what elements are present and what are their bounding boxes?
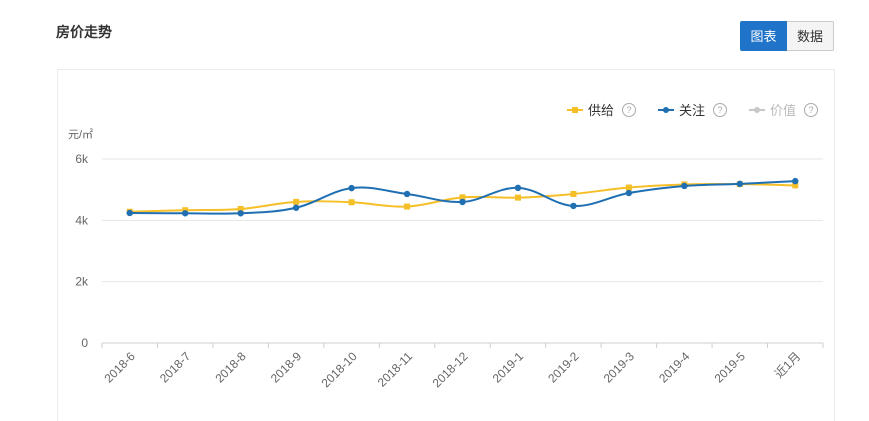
x-tick-label: 2019-4	[656, 349, 693, 386]
data-point-square	[404, 203, 411, 210]
y-tick-label: 0	[81, 336, 88, 350]
data-point-circle	[625, 189, 633, 197]
x-tick-label: 2018-8	[212, 349, 249, 386]
legend-item-supply[interactable]: 供给 ?	[567, 100, 637, 119]
data-point-circle	[181, 210, 189, 217]
data-point-square	[459, 194, 466, 201]
x-tick-label: 2018-7	[157, 349, 194, 386]
data-point-circle	[681, 182, 688, 190]
data-point-circle	[514, 184, 522, 192]
data-point-circle	[570, 202, 577, 210]
data-point-circle	[237, 210, 244, 217]
x-tick-label: 2018-11	[375, 349, 416, 390]
x-tick-label: 2019-3	[601, 349, 638, 386]
chart-legend: 供给 ? 关注 ? 价值 ?	[567, 100, 840, 119]
x-tick-label: 2019-2	[545, 349, 582, 386]
x-tick-label: 2018-12	[430, 349, 471, 390]
data-point-circle	[736, 180, 744, 188]
data-point-square	[625, 184, 632, 191]
data-point-square	[792, 182, 799, 189]
data-point-circle	[792, 177, 799, 185]
data-point-square	[293, 198, 300, 205]
data-point-square	[237, 205, 244, 212]
x-tick-label: 2018-6	[102, 349, 139, 386]
legend-label-attention: 关注	[679, 103, 706, 118]
y-tick-label: 4k	[75, 213, 89, 227]
attention-marker-icon	[658, 105, 675, 115]
data-view-button[interactable]: 数据	[787, 21, 834, 51]
y-tick-label: 2k	[75, 275, 89, 289]
data-point-square	[514, 194, 521, 201]
value-marker-icon	[749, 105, 766, 115]
legend-item-attention[interactable]: 关注 ?	[658, 100, 728, 119]
page-title: 房价走势	[56, 24, 112, 40]
help-icon[interactable]: ?	[804, 102, 819, 117]
x-tick-label: 2018-10	[319, 349, 360, 390]
x-tick-label: 2019-1	[490, 349, 527, 386]
view-toggle: 图表 数据	[740, 21, 834, 51]
y-tick-label: 6k	[75, 152, 89, 166]
x-tick-label: 近1月	[772, 349, 804, 381]
legend-item-value[interactable]: 价值 ?	[749, 100, 819, 119]
y-unit-label: 元/㎡	[68, 128, 93, 141]
data-point-circle	[292, 204, 300, 211]
x-tick-label: 2018-9	[268, 349, 305, 386]
data-point-circle	[459, 198, 466, 206]
x-tick-label: 2019-5	[712, 349, 749, 386]
help-icon[interactable]: ?	[622, 102, 637, 117]
supply-marker-icon	[567, 105, 583, 115]
chart-view-button[interactable]: 图表	[740, 21, 787, 51]
data-point-circle	[126, 209, 133, 217]
data-point-circle	[348, 184, 355, 192]
legend-label-value: 价值	[770, 103, 797, 118]
legend-label-supply: 供给	[588, 103, 615, 118]
chart-panel	[57, 69, 835, 421]
data-point-square	[570, 190, 577, 197]
help-icon[interactable]: ?	[713, 102, 728, 117]
data-point-square	[348, 199, 355, 206]
data-point-circle	[403, 190, 411, 198]
